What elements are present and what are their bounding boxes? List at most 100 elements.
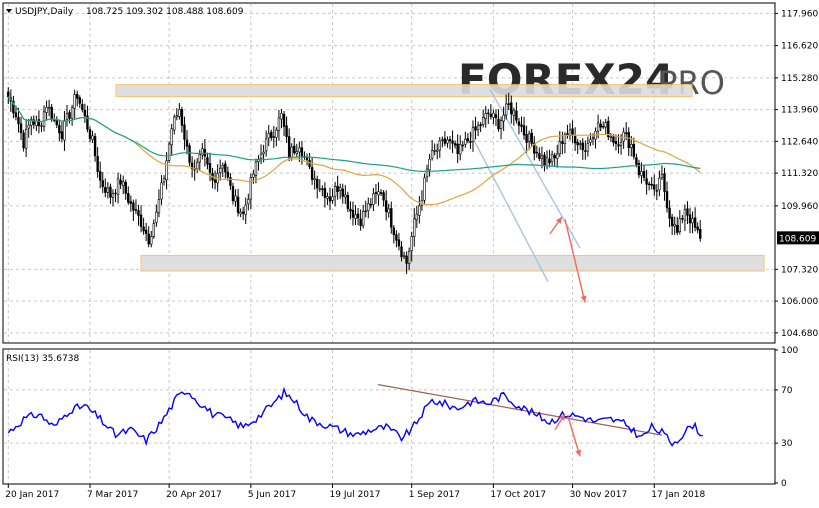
channel-lower-line [469, 132, 549, 283]
ma-slow-line [7, 96, 701, 172]
candle-body [367, 203, 370, 211]
candle-body [459, 143, 462, 155]
price-tick-label: 109.960 [781, 202, 818, 212]
candle-body [581, 142, 584, 151]
rsi-tick-label: 70 [781, 386, 793, 396]
candle-body [275, 129, 278, 138]
arrow-down-target-shaft [564, 219, 586, 303]
forecast-arrows [549, 216, 587, 303]
arrow-down-target [564, 219, 587, 303]
rsi-line [7, 386, 703, 447]
candle-body [624, 132, 628, 134]
candle-body [515, 110, 518, 121]
candle-body [402, 254, 406, 257]
candle-body [68, 112, 71, 119]
candle-body [142, 226, 145, 232]
candle-body [180, 109, 184, 126]
candle-body [254, 161, 258, 176]
candle-body [561, 141, 564, 144]
candle-body [596, 122, 600, 132]
candle-body [155, 211, 158, 223]
candle-body [479, 124, 482, 127]
date-tick-label: 1 Sep 2017 [409, 490, 460, 500]
price-tick-label: 107.320 [781, 265, 818, 275]
candle-body [333, 186, 337, 197]
candle-body [295, 151, 299, 154]
candle-body [201, 148, 204, 156]
candle-body [576, 142, 579, 146]
candle-body [453, 143, 457, 146]
price-axis: 117.960 116.620 115.280 113.960 112.640 111.3… [775, 9, 818, 339]
candle-body [425, 168, 429, 178]
candle-body [198, 154, 201, 163]
candle-body [17, 116, 20, 125]
candle-body [418, 205, 421, 216]
candle-body [604, 122, 607, 128]
candle-body [121, 181, 125, 187]
candle-body [293, 145, 296, 154]
candle-body [553, 154, 556, 159]
candle-body [676, 225, 679, 233]
rsi-series-line [7, 386, 703, 447]
candle-body [244, 204, 247, 215]
candle-body [586, 143, 590, 152]
candle-body [461, 144, 464, 147]
candle-body [627, 132, 630, 149]
candle-body [300, 147, 304, 157]
rsi-arrow-up [554, 413, 566, 431]
candle-body [93, 136, 97, 157]
candle-body [438, 140, 441, 151]
candle-body [456, 143, 459, 155]
candle-body [599, 123, 602, 128]
moving-averages [7, 96, 701, 206]
candle-body [374, 192, 378, 194]
candle-body [219, 167, 222, 173]
candle-body [584, 150, 587, 152]
candle-body [351, 209, 355, 218]
candle-body [277, 117, 281, 131]
candle-body [510, 102, 513, 115]
rsi-arrow-down [567, 416, 582, 457]
candle-body [157, 199, 161, 214]
candle-body [400, 246, 403, 258]
candle-body [236, 196, 240, 213]
candle-body [502, 114, 505, 122]
candle-body [384, 200, 388, 212]
candle-body [190, 162, 194, 169]
candle-body [323, 188, 327, 198]
rsi-title: RSI(13) 35.6738 [6, 354, 79, 364]
candle-body [63, 120, 66, 141]
candle-body [392, 227, 396, 235]
candle-body [397, 239, 401, 247]
collapse-triangle-icon[interactable] [6, 9, 12, 13]
candle-body [247, 199, 250, 205]
candle-body [88, 129, 92, 139]
candle-body [73, 94, 76, 109]
candle-body [647, 183, 651, 186]
candle-body [607, 120, 610, 138]
candle-body [150, 236, 153, 245]
candle-body [614, 141, 618, 145]
date-tick-label: 17 Oct 2017 [490, 490, 546, 500]
candle-body [336, 185, 339, 192]
candle-body [688, 214, 692, 224]
current-price-tag-bg [777, 231, 819, 245]
candle-body [693, 217, 697, 228]
candle-body [525, 133, 528, 143]
candle-body [270, 131, 273, 138]
candle-body [7, 91, 10, 98]
candle-body [494, 114, 498, 119]
candle-body [22, 132, 25, 149]
candle-body [630, 143, 633, 148]
candle-body [264, 138, 268, 152]
candle-body [533, 142, 536, 154]
candle-body [670, 216, 674, 227]
price-pane: FOREX24 .PRO 117.960116.620115.280113.96… [2, 2, 819, 344]
candle-body [520, 124, 523, 128]
candle-body [609, 136, 613, 139]
support-zone [140, 254, 765, 272]
candle-body [474, 126, 477, 131]
candle-body [91, 135, 94, 140]
candle-body [622, 131, 625, 142]
